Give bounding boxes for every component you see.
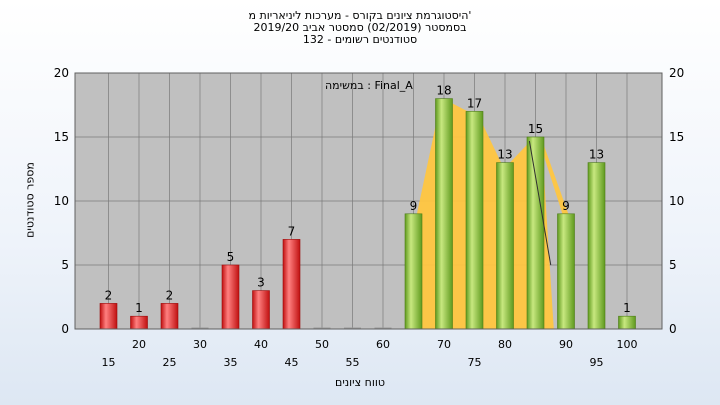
data-label-100: 1 bbox=[623, 301, 631, 315]
bar-25 bbox=[160, 303, 179, 330]
bar-55 bbox=[344, 327, 361, 329]
y-axis-label: מספר סטודנטים bbox=[23, 162, 37, 238]
x-tick-label-upper: 90 bbox=[559, 338, 573, 351]
bar-65 bbox=[404, 213, 423, 330]
x-tick-label-upper: 30 bbox=[193, 338, 207, 351]
data-label-75: 17 bbox=[467, 96, 482, 110]
data-label-20: 1 bbox=[135, 301, 143, 315]
bar-95 bbox=[587, 162, 606, 330]
data-label-65: 9 bbox=[410, 199, 418, 213]
bar-60 bbox=[374, 327, 392, 329]
data-label-40: 3 bbox=[257, 276, 265, 290]
y-tick-label-right: 0 bbox=[669, 322, 677, 336]
bar-100 bbox=[618, 315, 636, 330]
bar-70 bbox=[435, 98, 453, 330]
data-label-95: 13 bbox=[589, 148, 604, 162]
y-tick-label-right: 10 bbox=[669, 194, 684, 208]
bar-35 bbox=[221, 264, 240, 330]
y-tick-label-right: 20 bbox=[669, 66, 684, 80]
y-tick-label-left: 15 bbox=[54, 130, 69, 144]
x-tick-label-lower: 95 bbox=[590, 356, 604, 369]
data-label-25: 2 bbox=[166, 288, 174, 302]
bar-20 bbox=[130, 315, 148, 330]
bar-85 bbox=[526, 136, 545, 330]
x-tick-label-lower: 15 bbox=[102, 356, 116, 369]
x-tick-label-lower: 45 bbox=[285, 356, 299, 369]
assignment-annotation: במשימה : Final_A bbox=[325, 79, 413, 92]
x-axis-label: טווח ציונים bbox=[335, 376, 385, 389]
x-tick-label-lower: 35 bbox=[224, 356, 238, 369]
data-label-90: 9 bbox=[562, 199, 570, 213]
x-tick-label-lower: 55 bbox=[346, 356, 360, 369]
x-tick-label-lower: 75 bbox=[468, 356, 482, 369]
data-label-80: 13 bbox=[497, 148, 512, 162]
chart-title: היסטוגרמת ציונים בקורס - מערכות ליניאריו… bbox=[248, 9, 472, 22]
x-tick-label-lower: 25 bbox=[163, 356, 177, 369]
bar-75 bbox=[465, 111, 484, 330]
bar-50 bbox=[313, 327, 331, 329]
plot-frame bbox=[74, 72, 663, 330]
x-tick-label-upper: 80 bbox=[498, 338, 512, 351]
x-tick-label-upper: 20 bbox=[132, 338, 146, 351]
bar-30 bbox=[191, 327, 209, 329]
data-label-45: 7 bbox=[288, 224, 296, 238]
x-tick-label-upper: 60 bbox=[376, 338, 390, 351]
median-marker-line bbox=[528, 140, 552, 266]
bar-15 bbox=[99, 303, 118, 330]
x-tick-label-upper: 50 bbox=[315, 338, 329, 351]
bar-40 bbox=[252, 290, 270, 330]
data-label-85: 15 bbox=[528, 122, 543, 136]
bar-45 bbox=[282, 239, 301, 330]
y-tick-label-right: 5 bbox=[669, 258, 677, 272]
y-tick-label-right: 15 bbox=[669, 130, 684, 144]
chart-titles: היסטוגרמת ציונים בקורס - מערכות ליניאריו… bbox=[0, 10, 720, 46]
x-tick-label-upper: 70 bbox=[437, 338, 451, 351]
bar-90 bbox=[557, 213, 575, 330]
data-label-35: 5 bbox=[227, 250, 235, 264]
y-tick-label-left: 20 bbox=[54, 66, 69, 80]
y-tick-label-left: 5 bbox=[61, 258, 69, 272]
x-tick-label-upper: 40 bbox=[254, 338, 268, 351]
data-label-70: 18 bbox=[436, 84, 451, 98]
chart-subtitle-2: סטודנטים רשומים - 132 bbox=[302, 33, 418, 46]
y-tick-label-left: 10 bbox=[54, 194, 69, 208]
data-label-15: 2 bbox=[105, 288, 113, 302]
y-tick-label-left: 0 bbox=[61, 322, 69, 336]
bar-80 bbox=[496, 162, 514, 330]
chart-subtitle-1: בסמסטר (02/2019) סמסטר אביב 2019/20 bbox=[253, 21, 467, 34]
x-tick-label-upper: 100 bbox=[617, 338, 638, 351]
